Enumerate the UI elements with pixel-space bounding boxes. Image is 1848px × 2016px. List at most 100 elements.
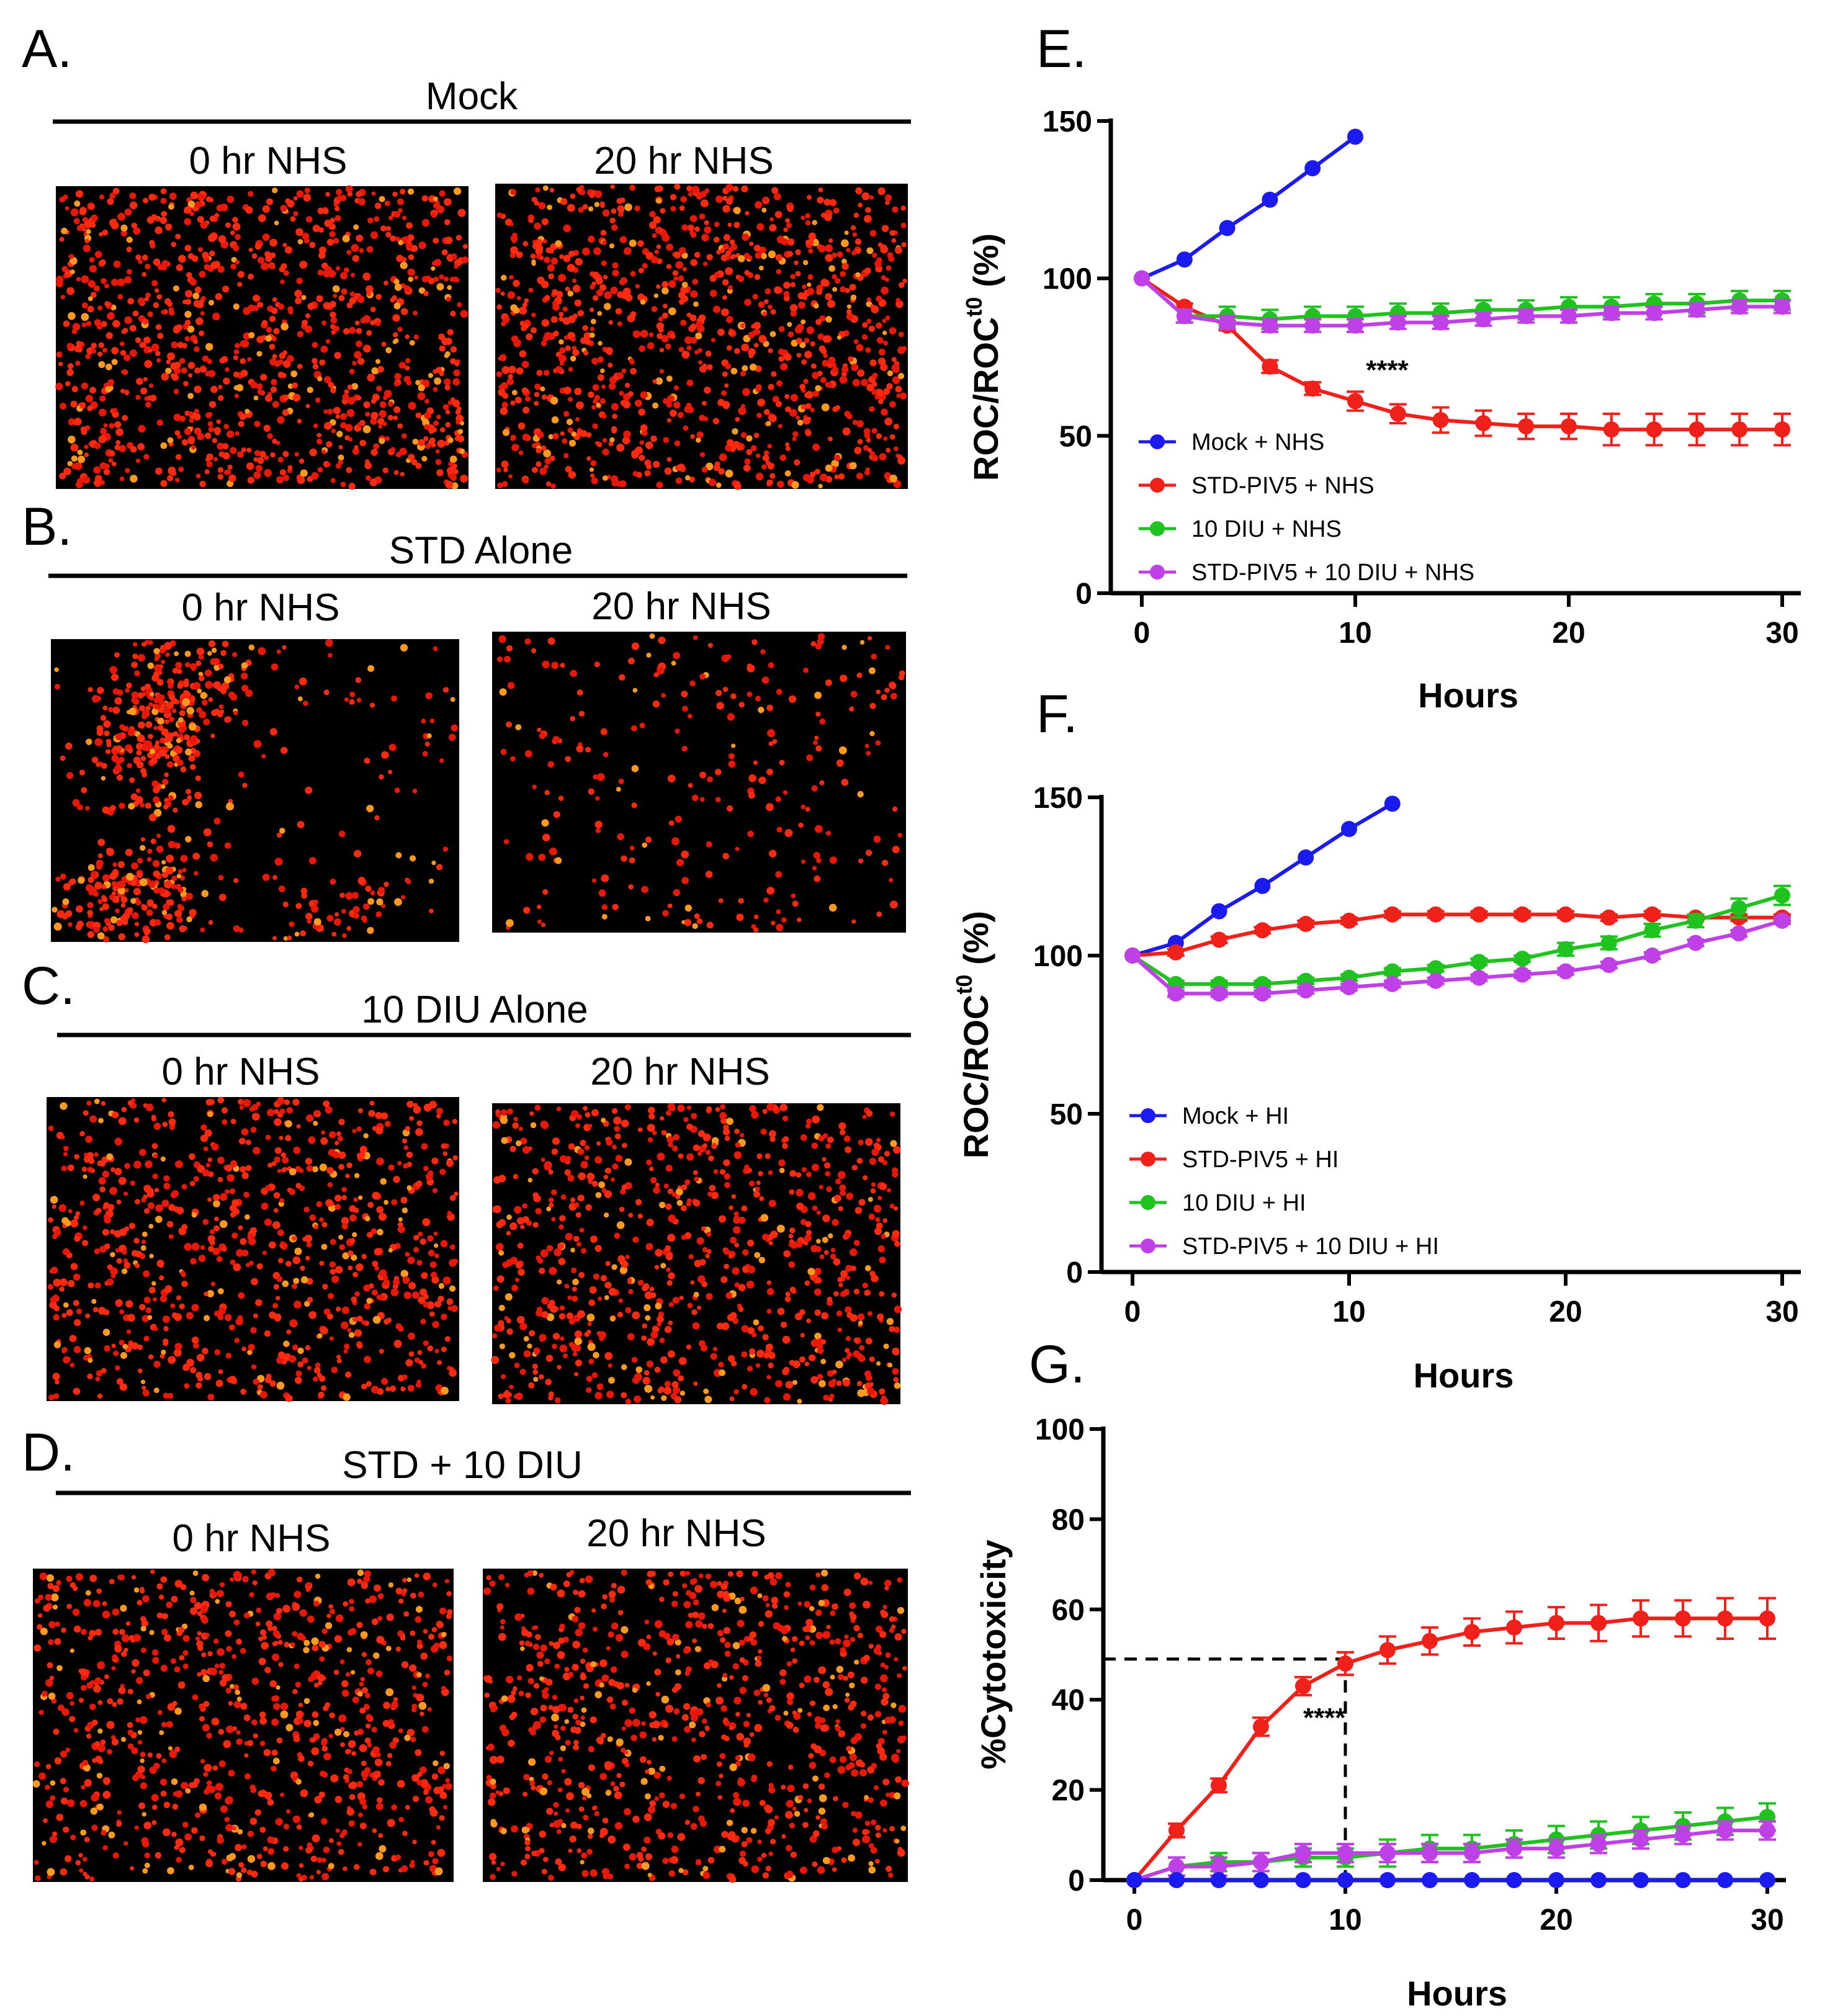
- data-point: [1506, 1619, 1522, 1636]
- legend-swatch-marker: [1141, 1108, 1155, 1123]
- legend-swatch-marker: [1150, 478, 1165, 493]
- y-tick-label: 0: [1066, 1257, 1083, 1289]
- data-point: [1514, 906, 1531, 923]
- cell-dots: [483, 1569, 909, 1883]
- chart-f: 0 50 100 150 0 10 20 30 Hours ROC/ROCt0 (%) Mock +…: [951, 782, 1801, 1395]
- data-point: [1422, 1845, 1438, 1861]
- cell-dots: [32, 1569, 453, 1882]
- data-point: [1337, 1845, 1353, 1861]
- data-point: [1389, 314, 1406, 331]
- data-point: [1422, 1872, 1438, 1888]
- image-label-c-left: 0 hr NHS: [162, 1051, 320, 1093]
- data-point: [1341, 912, 1357, 929]
- data-point: [1432, 314, 1449, 331]
- data-point: [1295, 1678, 1311, 1695]
- legend-entry: STD-PIV5 + 10 DIU + NHS: [1191, 560, 1474, 586]
- data-point: [1379, 1642, 1396, 1659]
- cell-dots: [491, 1103, 902, 1405]
- data-point: [1298, 982, 1314, 999]
- series-line: [1141, 277, 1782, 328]
- data-point: [1337, 1655, 1353, 1672]
- legend-entry: 10 DIU + NHS: [1191, 516, 1342, 542]
- x-tick-label: 20: [1549, 1296, 1582, 1328]
- cell-dots: [52, 639, 458, 944]
- y-tick-label: 150: [1033, 782, 1083, 815]
- data-point: [1384, 906, 1401, 923]
- data-point: [1471, 906, 1487, 923]
- image-label-a-right: 20 hr NHS: [594, 140, 773, 182]
- x-tick-label: 0: [1124, 1296, 1141, 1328]
- data-point: [1558, 963, 1574, 980]
- y-axis-label-sup: t0: [951, 975, 977, 995]
- image-label-d-left: 0 hr NHS: [173, 1517, 331, 1560]
- data-point: [1558, 941, 1574, 957]
- data-point: [1384, 975, 1401, 992]
- data-point: [1379, 1845, 1396, 1861]
- x-tick-label: 20: [1540, 1904, 1572, 1937]
- data-point: [1633, 1872, 1649, 1888]
- panel-title-a: Mock: [426, 75, 518, 118]
- data-point: [1731, 900, 1747, 916]
- data-point: [1506, 1840, 1522, 1857]
- data-point: [1689, 302, 1705, 318]
- y-axis-label-main: ROC/ROC: [956, 995, 995, 1158]
- x-tick-label: 30: [1765, 617, 1798, 650]
- panel-title-b: STD Alone: [389, 529, 573, 572]
- data-point: [1774, 912, 1790, 929]
- data-point: [1717, 1610, 1733, 1627]
- legend: Mock + HI STD-PIV5 + HI 10 DIU + HI STD-PIV…: [1129, 1103, 1439, 1260]
- x-tick-label: 30: [1751, 1904, 1783, 1937]
- data-point: [1422, 1633, 1438, 1649]
- data-point: [1384, 795, 1401, 812]
- cell-dots: [496, 633, 905, 933]
- data-point: [1518, 418, 1535, 435]
- image-label-a-left: 0 hr NHS: [189, 140, 348, 182]
- data-point: [1341, 821, 1357, 837]
- panel-letter-b: B.: [22, 497, 72, 557]
- data-point: [1219, 314, 1236, 331]
- cell-dots-layer: [32, 183, 909, 1883]
- y-tick-label: 60: [1052, 1594, 1085, 1627]
- x-axis-label: Hours: [1407, 1974, 1507, 2013]
- data-point: [1464, 1624, 1480, 1641]
- data-point: [1731, 298, 1748, 315]
- data-point: [1548, 1840, 1564, 1857]
- x-tick-label: 0: [1126, 1904, 1143, 1937]
- legend: Mock + NHS STD-PIV5 + NHS 10 DIU + NHS STD-…: [1139, 429, 1474, 586]
- data-point: [1253, 1718, 1269, 1735]
- data-point: [1731, 925, 1747, 942]
- data-point: [1254, 985, 1271, 1002]
- x-tick-label: 20: [1552, 617, 1585, 650]
- data-point: [1600, 957, 1617, 974]
- data-point: [1717, 1822, 1733, 1839]
- data-point: [1646, 305, 1662, 321]
- data-point: [1675, 1872, 1691, 1888]
- series-line: [1134, 1829, 1767, 1882]
- image-label-d-right: 20 hr NHS: [586, 1512, 766, 1555]
- y-tick-label: 50: [1059, 420, 1092, 453]
- data-point: [1774, 298, 1790, 315]
- legend-swatch-marker: [1150, 565, 1165, 580]
- data-point: [1644, 948, 1661, 964]
- panel-title-c: 10 DIU Alone: [361, 988, 588, 1031]
- series-line: [1133, 1616, 1767, 1881]
- data-point: [1759, 1822, 1775, 1839]
- cell-dots: [47, 1096, 459, 1402]
- series-std: [1134, 270, 1791, 447]
- legend-entry: Mock + NHS: [1191, 429, 1324, 455]
- y-tick-label: 0: [1068, 1865, 1085, 1897]
- series-combo: [1124, 912, 1791, 1002]
- panel-letter-f: F.: [1036, 684, 1078, 744]
- legend-entry: 10 DIU + HI: [1182, 1190, 1306, 1216]
- data-point: [1432, 411, 1449, 428]
- legend-swatch-marker: [1150, 434, 1165, 449]
- legend-swatch-marker: [1141, 1239, 1155, 1253]
- data-point: [1475, 415, 1492, 432]
- data-point: [1590, 1615, 1607, 1631]
- data-point: [1518, 308, 1535, 325]
- y-tick-label: 0: [1075, 578, 1092, 611]
- panel-letter-c: C.: [22, 956, 75, 1016]
- data-point: [1298, 849, 1314, 866]
- data-point: [1262, 358, 1278, 375]
- data-point: [1304, 160, 1321, 177]
